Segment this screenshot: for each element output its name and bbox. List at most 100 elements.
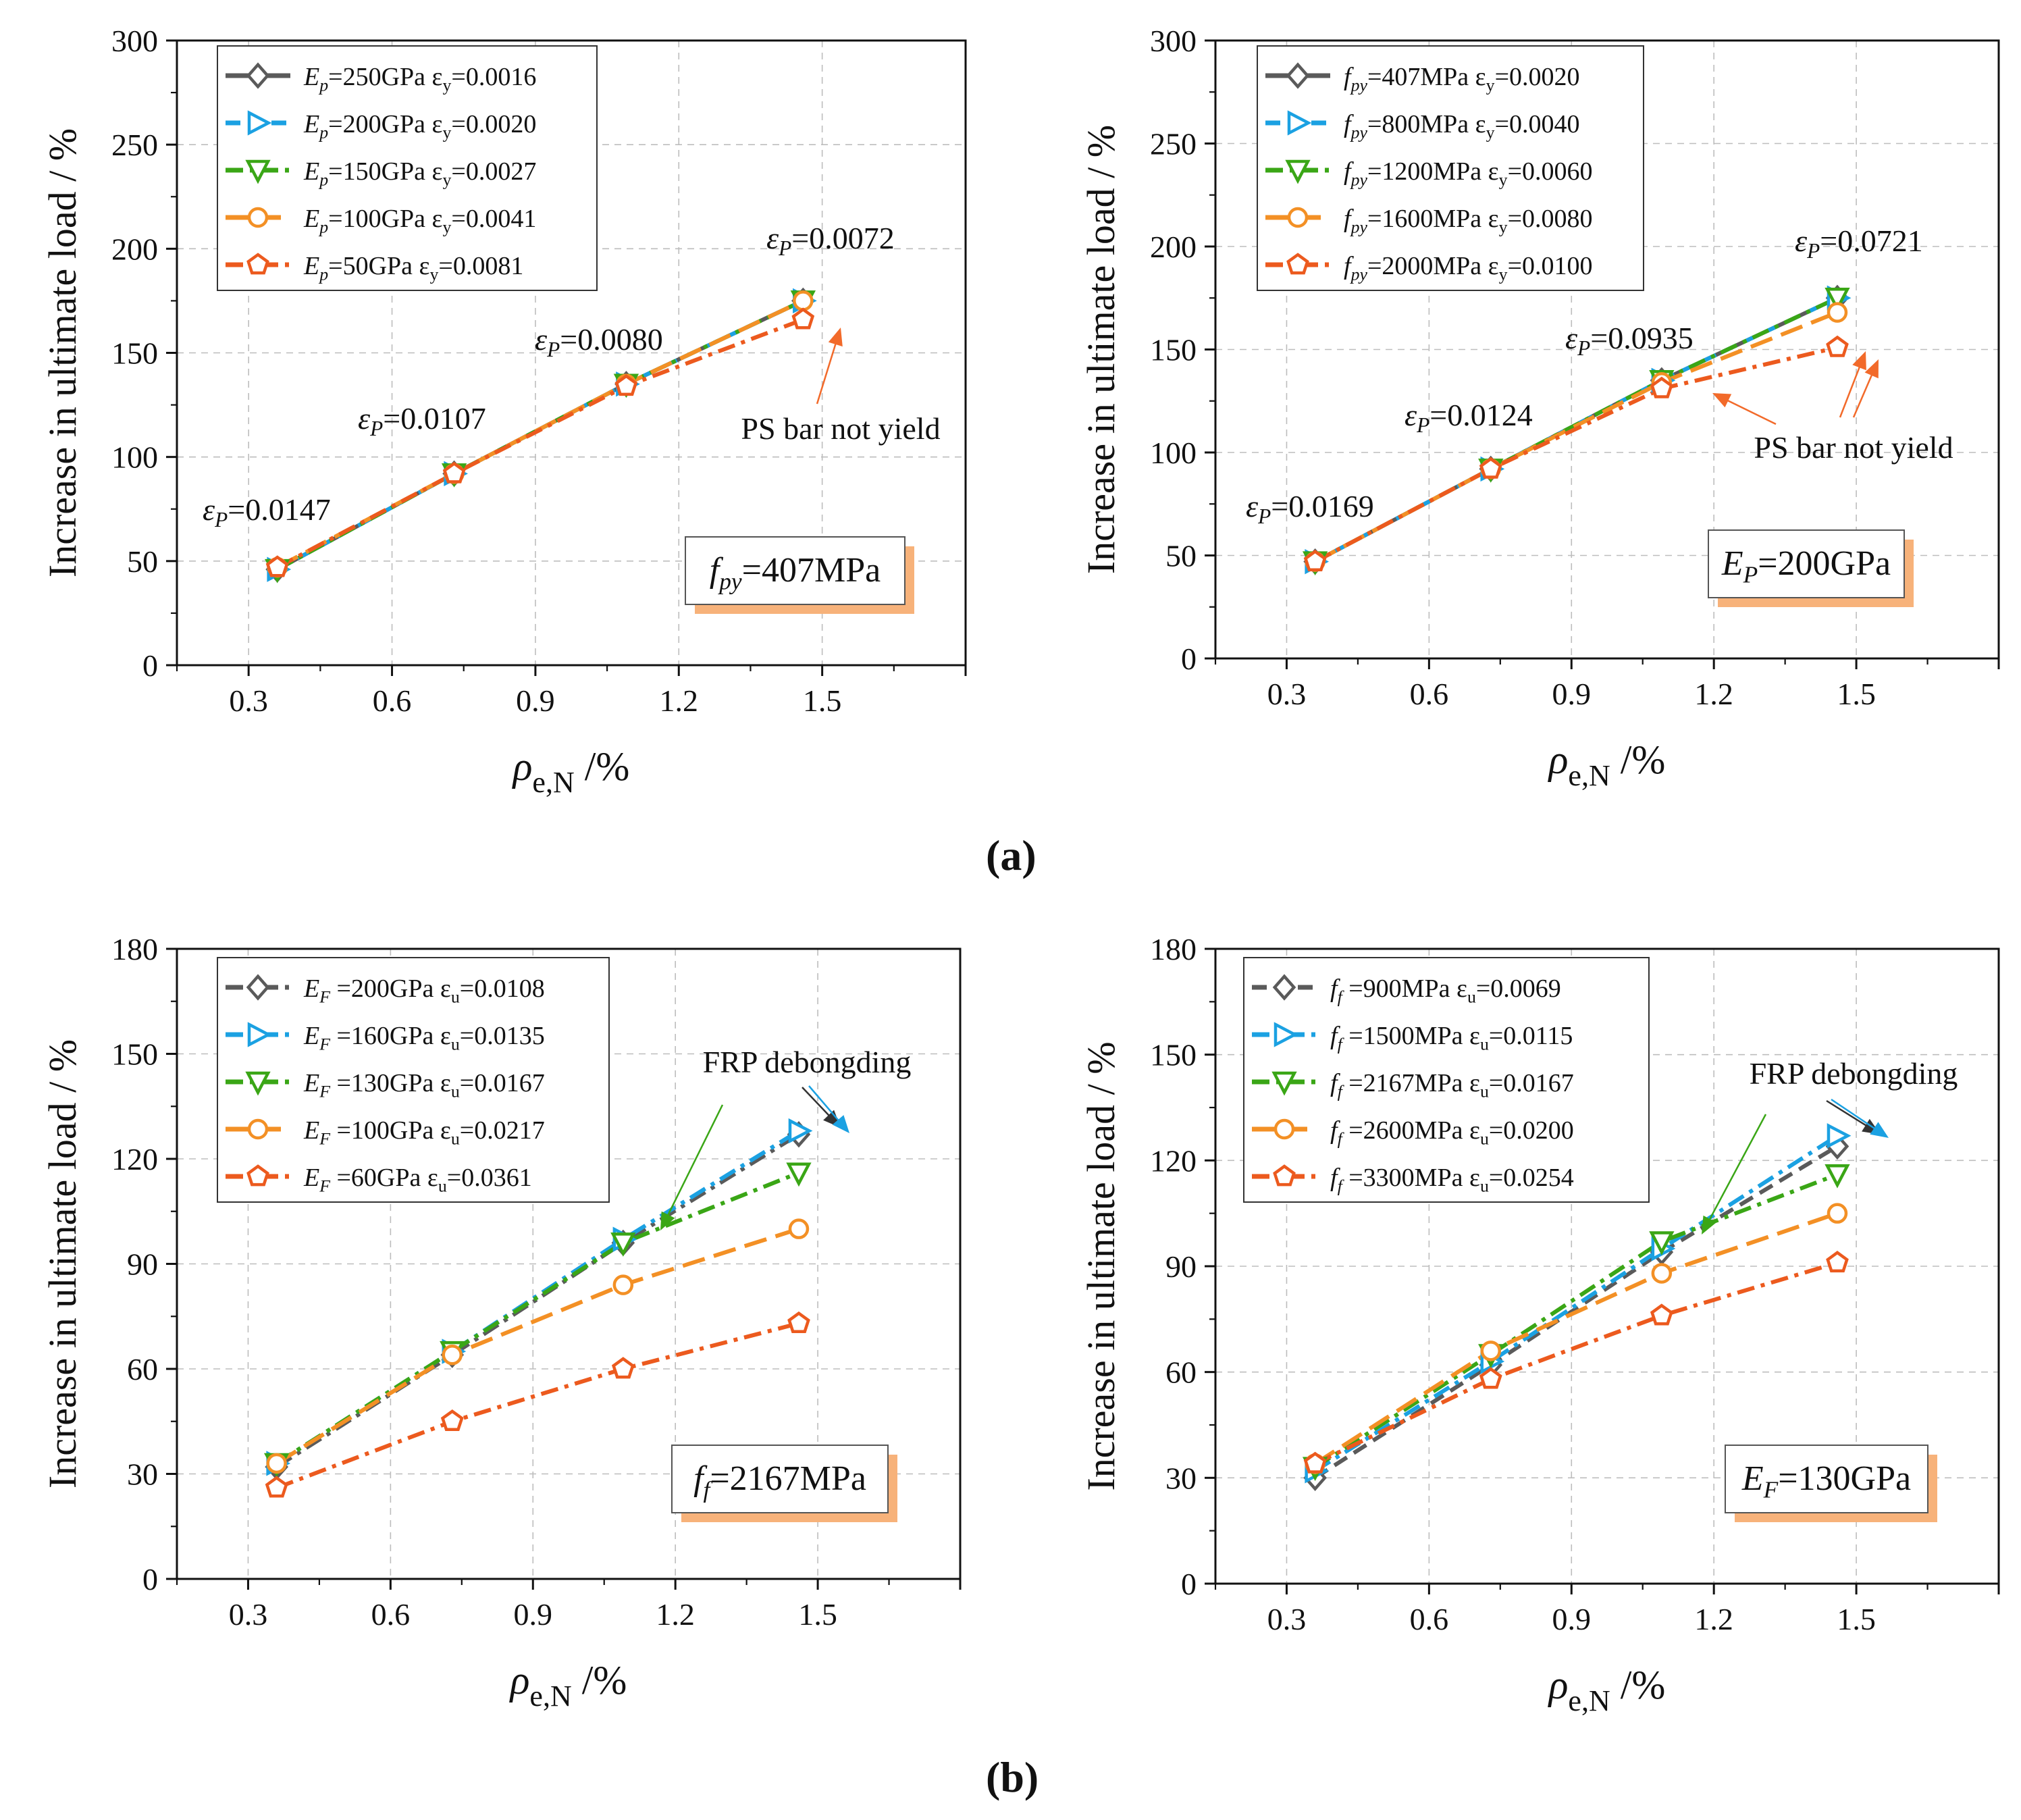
legend-label: fpy=1200MPa εy=0.0060 <box>1344 157 1593 189</box>
legend-label: fpy=800MPa εy=0.0040 <box>1344 110 1580 142</box>
x-tick-label: 1.5 <box>1837 1602 1876 1636</box>
legend-label: fpy=407MPa εy=0.0020 <box>1344 63 1580 95</box>
x-axis-label: ρe,N /% <box>1548 1663 1666 1717</box>
y-tick-label: 180 <box>111 932 158 966</box>
y-tick-label: 60 <box>1165 1355 1197 1390</box>
series-line-4 <box>1314 310 1839 564</box>
y-tick-label: 200 <box>111 232 158 266</box>
y-tick-label: 150 <box>1150 1038 1197 1072</box>
legend-label: fpy=2000MPa εy=0.0100 <box>1344 252 1593 284</box>
x-axis-label: ρe,N /% <box>1548 737 1666 792</box>
series-line-2 <box>1314 1134 1839 1473</box>
condition-box <box>1725 1445 1928 1513</box>
strain-annotation: εP=0.0080 <box>535 322 663 361</box>
annotation-arrow-head <box>1702 1215 1716 1234</box>
strain-annotation: εP=0.0721 <box>1795 224 1923 263</box>
legend-label: EF =160GPa εu=0.0135 <box>303 1022 545 1054</box>
legend-marker <box>1285 159 1311 184</box>
legend-marker <box>247 110 272 136</box>
legend-label: fpy=1600MPa εy=0.0080 <box>1344 205 1593 236</box>
x-tick-label: 0.3 <box>1267 677 1307 711</box>
legend-marker <box>1287 110 1312 136</box>
note-frp-debonding: FRP debongding <box>703 1045 912 1079</box>
annotation-arrow <box>802 1087 833 1120</box>
annotation-arrow-head <box>828 328 843 347</box>
x-tick-label: 1.5 <box>1837 677 1876 711</box>
y-tick-label: 250 <box>111 128 158 162</box>
data-point <box>1651 1263 1673 1284</box>
legend-marker <box>1274 1118 1295 1140</box>
x-tick-label: 1.2 <box>656 1597 695 1632</box>
x-tick-label: 0.3 <box>1267 1602 1307 1636</box>
data-point <box>610 1232 636 1257</box>
legend-label: Ep=200GPa εy=0.0020 <box>303 110 536 142</box>
x-tick-label: 1.2 <box>660 683 699 718</box>
annotation-arrow <box>1826 1099 1871 1129</box>
x-tick-label: 0.6 <box>1410 677 1449 711</box>
x-tick-label: 0.9 <box>1552 1602 1592 1636</box>
legend-marker <box>1273 1164 1296 1187</box>
data-point <box>1303 549 1327 571</box>
note-ps-bar-not-yield: PS bar not yield <box>1754 430 1953 465</box>
legend-label: Ep=50GPa εy=0.0081 <box>303 252 523 284</box>
y-tick-label: 150 <box>111 336 158 371</box>
legend-label: ff =900MPa εu=0.0069 <box>1330 974 1561 1006</box>
annotation-arrow <box>1831 1098 1879 1132</box>
y-tick-label: 180 <box>1150 932 1197 966</box>
series-line-5 <box>1314 345 1838 564</box>
legend-marker <box>1274 1022 1298 1047</box>
panel-label-b: (b) <box>986 1753 1039 1801</box>
legend-marker <box>247 207 269 228</box>
legend-marker <box>246 1164 269 1187</box>
condition-label: ff=2167MPa <box>693 1459 866 1503</box>
x-axis-label: ρe,N /% <box>512 744 630 799</box>
x-tick-label: 0.9 <box>516 683 555 718</box>
y-tick-label: 150 <box>1150 333 1197 367</box>
data-point <box>791 307 815 330</box>
series-line-5 <box>275 1321 799 1490</box>
legend-marker <box>1286 253 1309 275</box>
legend-marker <box>1272 974 1296 1001</box>
legend-marker <box>246 62 270 89</box>
data-point <box>1826 335 1849 357</box>
legend-label: EF =200GPa εu=0.0108 <box>303 974 545 1006</box>
y-axis-label: Increase in ultimate load / % <box>41 128 84 577</box>
strain-annotation: εP=0.0072 <box>766 221 895 260</box>
x-tick-label: 1.2 <box>1694 1602 1733 1636</box>
annotation-arrow <box>1723 397 1777 425</box>
y-tick-label: 90 <box>1165 1249 1197 1284</box>
data-point <box>1827 302 1848 323</box>
data-point <box>1649 1231 1675 1255</box>
y-tick-label: 200 <box>1150 230 1197 264</box>
legend-label: ff =3300MPa εu=0.0254 <box>1330 1164 1574 1195</box>
condition-box <box>1708 529 1905 598</box>
y-tick-label: 30 <box>127 1457 158 1492</box>
note-frp-debonding: FRP debongding <box>1750 1056 1958 1091</box>
legend-label: EF =130GPa εu=0.0167 <box>303 1069 545 1101</box>
data-point <box>614 374 638 396</box>
annotation-arrow <box>1706 1114 1767 1224</box>
legend-label: Ep=150GPa εy=0.0027 <box>303 157 536 189</box>
x-tick-label: 0.3 <box>229 683 268 718</box>
condition-label: EP=200GPa <box>1721 544 1891 588</box>
series-line-3 <box>275 1170 800 1465</box>
data-point <box>266 1453 287 1474</box>
data-point <box>1650 1303 1673 1326</box>
series-line-5 <box>276 317 804 569</box>
x-tick-label: 1.5 <box>803 683 842 718</box>
annotation-arrow-head <box>660 1211 675 1230</box>
legend-marker <box>1286 62 1310 89</box>
data-point <box>611 1357 635 1379</box>
data-point <box>1479 457 1502 479</box>
y-tick-label: 100 <box>1150 436 1197 470</box>
chart-a-left: 0.3 0.6 0.9 1.2 1.5 0 50 100 150 200 250 300 ρe,N /%… <box>41 24 967 799</box>
y-tick-label: 0 <box>1181 642 1197 676</box>
y-tick-label: 300 <box>111 24 158 58</box>
legend-marker <box>1287 207 1309 228</box>
data-point <box>442 461 466 484</box>
y-tick-label: 120 <box>1150 1143 1197 1178</box>
x-tick-label: 0.3 <box>229 1597 268 1632</box>
annotation-arrow-head <box>1852 351 1866 371</box>
x-tick-label: 0.6 <box>1410 1602 1449 1636</box>
chart-a-right: 0.3 0.6 0.9 1.2 1.5 0 50 100 150 200 250 300 ρe,N /%… <box>1079 24 2000 792</box>
